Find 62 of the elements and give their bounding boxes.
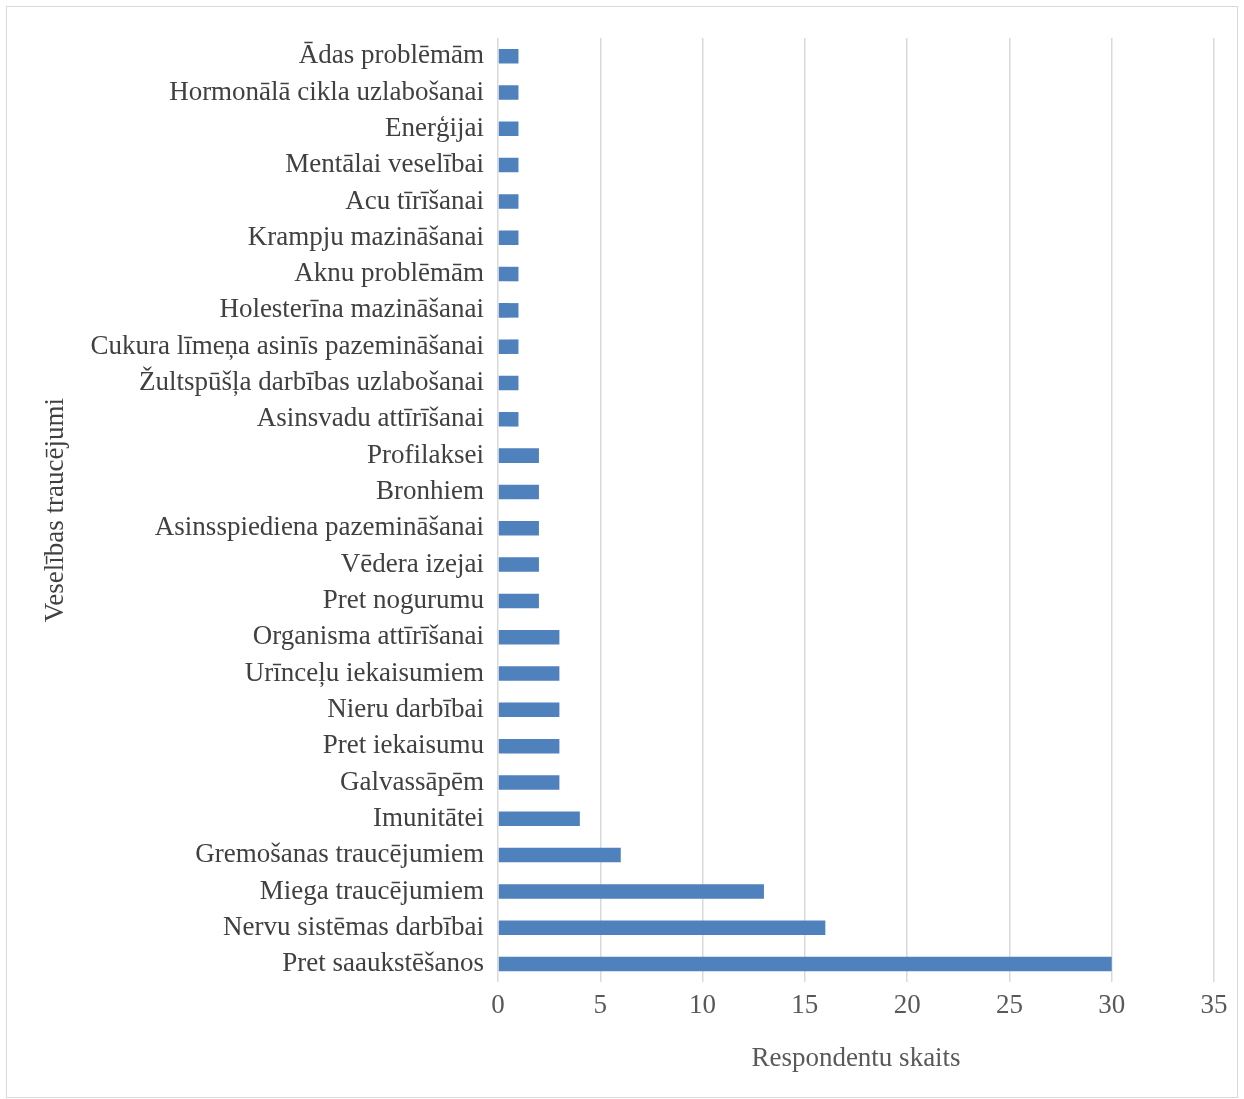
bar — [498, 738, 560, 754]
y-tick-label: Pret saaukstēšanos — [282, 947, 485, 978]
y-tick-label: Profilaksei — [367, 438, 485, 469]
y-tick-label: Organisma attīrīšanai — [252, 620, 485, 651]
y-tick-label: Vēdera izejai — [340, 547, 485, 578]
bar — [498, 775, 560, 790]
y-tick-label: Mentālai veselībai — [285, 148, 485, 179]
bar — [498, 484, 539, 500]
x-tick-label: 25 — [995, 989, 1023, 1020]
x-tick-label: 10 — [689, 989, 717, 1020]
y-tick-label: Enerģijai — [385, 111, 485, 142]
y-tick-label: Pret nogurumu — [322, 583, 485, 614]
y-tick-label: Hormonālā cikla uzlabošanai — [169, 75, 485, 106]
bar — [498, 339, 519, 354]
x-axis-title: Respondentu skaits — [751, 1041, 961, 1072]
bar — [498, 920, 826, 935]
bar — [498, 811, 580, 827]
y-tick-label: Ādas problēmām — [298, 39, 485, 70]
bar — [498, 375, 519, 391]
y-tick-label: Nieru darbībai — [327, 692, 485, 723]
y-tick-label: Galvassāpēm — [340, 765, 485, 796]
bar — [498, 448, 539, 463]
x-tick-label: 30 — [1098, 989, 1126, 1020]
x-tick-label: 20 — [893, 989, 921, 1020]
bar — [498, 702, 560, 718]
y-tick-label: Asinsspiediena pazemināšanai — [154, 511, 485, 542]
y-tick-label: Aknu problēmām — [294, 257, 485, 288]
bar — [498, 847, 621, 863]
bar — [498, 412, 519, 427]
x-tick-label: 5 — [593, 989, 608, 1020]
bar — [498, 157, 519, 173]
bar — [498, 629, 560, 645]
y-tick-label: Žultspūšļa darbības uzlabošanai — [139, 366, 485, 397]
bar — [498, 194, 519, 209]
bar — [498, 521, 539, 536]
x-tick-label: 35 — [1200, 989, 1228, 1020]
bar — [498, 666, 560, 681]
y-axis-title: Veselības traucējumi — [39, 398, 70, 623]
y-tick-label: Gremošanas traucējumiem — [195, 838, 485, 869]
y-tick-label: Bronhiem — [376, 475, 485, 506]
bar — [498, 303, 519, 318]
bar — [498, 593, 539, 609]
y-tick-label: Holesterīna mazināšanai — [219, 293, 485, 324]
bar — [498, 121, 519, 137]
bar — [498, 884, 764, 899]
bar — [498, 85, 519, 100]
x-tick-label: 15 — [791, 989, 819, 1020]
bar — [498, 956, 1112, 972]
y-tick-label: Miega traucējumiem — [259, 874, 485, 905]
y-tick-label: Krampju mazināšanai — [247, 220, 485, 251]
y-tick-label: Imunitātei — [373, 801, 485, 832]
y-tick-label: Cukura līmeņa asinīs pazemināšanai — [90, 329, 485, 360]
bar — [498, 266, 519, 282]
x-tick-label: 0 — [491, 989, 505, 1020]
y-tick-label: Pret iekaisumu — [322, 729, 485, 760]
bar — [498, 557, 539, 572]
bar — [498, 48, 519, 64]
y-tick-label: Nervu sistēmas darbībai — [223, 910, 485, 941]
y-tick-label: Asinsvadu attīrīšanai — [256, 402, 485, 433]
y-tick-label: Acu tīrīšanai — [345, 184, 485, 215]
bar — [498, 230, 519, 245]
y-tick-label: Urīnceļu iekaisumiem — [244, 656, 485, 687]
